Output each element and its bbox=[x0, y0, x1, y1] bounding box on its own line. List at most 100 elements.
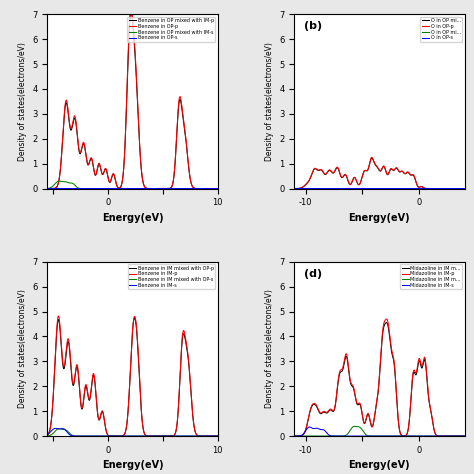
O in OP mi... bbox=[431, 186, 437, 191]
Midazoline in IM m... bbox=[431, 433, 437, 439]
Benzene in OP mixed with IM-p bbox=[128, 9, 134, 15]
Benzene in OP mixed with IM-p bbox=[45, 186, 50, 191]
O in OP mi... bbox=[419, 186, 424, 191]
Benzene in OP mixed with IM-s bbox=[146, 186, 152, 191]
O in OP mi... bbox=[356, 186, 362, 191]
O in OP mi... bbox=[462, 186, 467, 191]
Midazoline in IM m... bbox=[322, 433, 328, 439]
O in OP mi... bbox=[292, 186, 297, 191]
O in OP mi... bbox=[402, 186, 408, 191]
O in OP mi... bbox=[393, 186, 399, 191]
Benzene in OP mixed with IM-s bbox=[172, 186, 177, 191]
Benzene in OP-s bbox=[109, 186, 115, 191]
O in OP mi... bbox=[402, 171, 408, 177]
Benzene in IM mixed with OP-p bbox=[215, 433, 220, 439]
Benzene in IM-s bbox=[45, 432, 50, 438]
Line: Benzene in OP-p: Benzene in OP-p bbox=[47, 10, 218, 189]
Benzene in OP-p bbox=[128, 7, 134, 13]
O in OP mi... bbox=[369, 155, 374, 161]
Benzene in OP-p bbox=[184, 151, 190, 157]
Benzene in IM mixed with OP-s bbox=[75, 433, 81, 439]
Midazoline in IM-s bbox=[462, 433, 467, 439]
Midazoline in IM-p bbox=[292, 433, 297, 439]
Midazoline in IM m... bbox=[402, 433, 408, 439]
Midazoline in IM m... bbox=[402, 433, 408, 439]
Benzene in IM mixed with OP-s bbox=[109, 433, 115, 439]
X-axis label: Energy(eV): Energy(eV) bbox=[102, 460, 164, 470]
Benzene in OP mixed with IM-s bbox=[184, 186, 190, 191]
Benzene in IM mixed with OP-s bbox=[184, 433, 190, 439]
Midazoline in IM-p bbox=[419, 363, 424, 368]
Benzene in IM-p bbox=[215, 433, 220, 439]
Benzene in IM mixed with OP-p bbox=[109, 433, 115, 439]
Benzene in IM-p bbox=[55, 313, 61, 319]
Benzene in IM-p bbox=[172, 432, 177, 438]
Midazoline in IM-p bbox=[383, 316, 389, 322]
Benzene in OP-s bbox=[215, 186, 220, 191]
Benzene in OP mixed with IM-p bbox=[109, 173, 115, 178]
O in OP-s bbox=[393, 186, 399, 191]
O in OP-p bbox=[402, 171, 408, 176]
Benzene in OP mixed with IM-p bbox=[155, 186, 161, 191]
Benzene in OP mixed with IM-s bbox=[56, 178, 62, 184]
O in OP-p bbox=[369, 155, 374, 160]
Line: Benzene in IM-p: Benzene in IM-p bbox=[47, 316, 218, 436]
Benzene in IM-p bbox=[45, 432, 50, 438]
Midazoline in IM-s bbox=[292, 433, 297, 439]
O in OP mi... bbox=[292, 186, 297, 191]
Benzene in OP mixed with IM-p bbox=[75, 143, 81, 149]
Benzene in IM-s bbox=[172, 433, 177, 439]
Midazoline in IM-s bbox=[307, 424, 312, 430]
Midazoline in IM m... bbox=[462, 433, 467, 439]
Benzene in IM-p bbox=[184, 347, 190, 353]
Benzene in OP-p bbox=[172, 167, 177, 173]
Legend: Midazoline in IM m..., Midazoline in IM-p, Midazoline in IM m..., Midazoline in : Midazoline in IM m..., Midazoline in IM-… bbox=[400, 264, 462, 289]
Benzene in OP-p bbox=[155, 186, 161, 191]
Benzene in OP-p bbox=[45, 186, 50, 191]
Benzene in IM-s bbox=[155, 433, 161, 439]
Midazoline in IM m... bbox=[393, 392, 399, 397]
Benzene in OP mixed with IM-s bbox=[75, 185, 81, 191]
Benzene in IM mixed with OP-s bbox=[172, 433, 177, 439]
Midazoline in IM-s bbox=[322, 428, 328, 434]
Line: Midazoline in IM m...: Midazoline in IM m... bbox=[294, 322, 465, 436]
Y-axis label: Density of states(electrons/eV): Density of states(electrons/eV) bbox=[264, 42, 273, 161]
Benzene in OP mixed with IM-s bbox=[109, 186, 115, 191]
Benzene in OP-s bbox=[172, 186, 177, 191]
Line: Benzene in OP mixed with IM-p: Benzene in OP mixed with IM-p bbox=[47, 12, 218, 189]
O in OP-s bbox=[292, 186, 297, 191]
Line: Benzene in IM mixed with OP-s: Benzene in IM mixed with OP-s bbox=[47, 428, 218, 436]
Benzene in IM mixed with OP-s bbox=[215, 433, 220, 439]
Benzene in IM-p bbox=[155, 433, 161, 439]
O in OP-p bbox=[393, 165, 399, 171]
Midazoline in IM-p bbox=[393, 390, 399, 396]
Line: Benzene in IM-s: Benzene in IM-s bbox=[47, 428, 218, 436]
O in OP-s bbox=[322, 186, 328, 191]
Y-axis label: Density of states(electrons/eV): Density of states(electrons/eV) bbox=[18, 42, 27, 161]
O in OP mi... bbox=[462, 186, 467, 191]
Legend: Benzene in IM mixed with OP-p, Benzene in IM-p, Benzene in IM mixed with OP-s, B: Benzene in IM mixed with OP-p, Benzene i… bbox=[128, 264, 215, 289]
Line: Benzene in OP mixed with IM-s: Benzene in OP mixed with IM-s bbox=[47, 181, 218, 189]
O in OP mi... bbox=[431, 186, 437, 191]
Legend: Benzene in OP mixed with IM-p, Benzene in OP-p, Benzene in OP mixed with IM-s, B: Benzene in OP mixed with IM-p, Benzene i… bbox=[128, 17, 215, 42]
Benzene in IM mixed with OP-p bbox=[132, 315, 137, 321]
Benzene in OP mixed with IM-s bbox=[155, 186, 161, 191]
Benzene in OP-s bbox=[45, 186, 50, 191]
Benzene in IM mixed with OP-p bbox=[172, 432, 177, 438]
Benzene in IM mixed with OP-s bbox=[204, 433, 210, 439]
Benzene in IM mixed with OP-s bbox=[56, 426, 62, 431]
Benzene in OP-s bbox=[146, 186, 152, 191]
Benzene in IM-s bbox=[215, 433, 220, 439]
Midazoline in IM-s bbox=[402, 433, 408, 439]
Midazoline in IM m... bbox=[462, 433, 467, 439]
O in OP mi... bbox=[356, 182, 362, 187]
Line: O in OP mi...: O in OP mi... bbox=[294, 158, 465, 189]
O in OP-s bbox=[431, 186, 437, 191]
Midazoline in IM-s bbox=[419, 433, 424, 439]
Benzene in IM mixed with OP-s bbox=[155, 433, 161, 439]
Benzene in OP-s bbox=[155, 186, 161, 191]
O in OP-p bbox=[356, 182, 362, 187]
Midazoline in IM m... bbox=[322, 410, 328, 415]
Benzene in OP mixed with IM-s bbox=[215, 186, 220, 191]
Benzene in IM-s bbox=[109, 433, 115, 439]
